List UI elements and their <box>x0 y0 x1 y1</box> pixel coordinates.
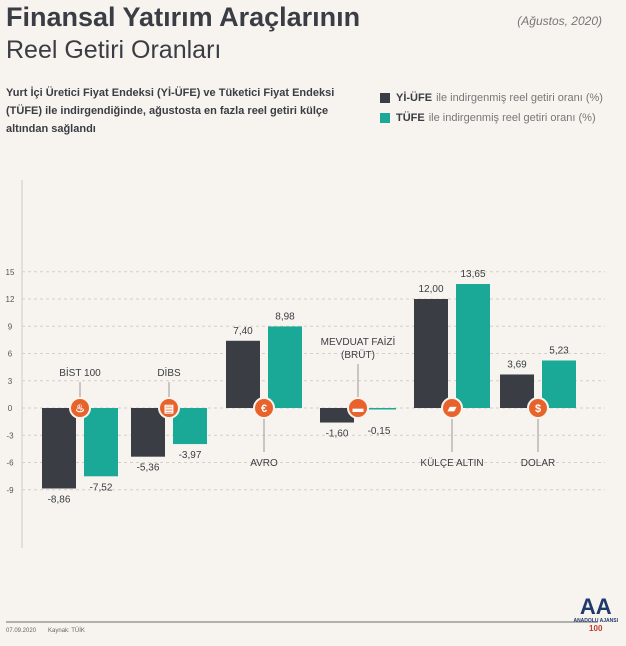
legend-label-bold: TÜFE <box>396 112 425 124</box>
bar <box>456 284 490 408</box>
legend-swatch <box>380 113 390 123</box>
y-tick-label: 12 <box>6 295 15 304</box>
legend-label: ile indirgenmiş reel getiri oranı (%) <box>428 112 596 124</box>
data-label: 5,23 <box>549 345 569 356</box>
data-label: 7,40 <box>233 326 253 337</box>
legend-label: ile indirgenmiş reel getiri oranı (%) <box>436 92 603 104</box>
data-label: 13,65 <box>460 269 485 280</box>
footer-date: 07.09.2020 <box>6 628 37 634</box>
y-tick-label: 0 <box>8 404 13 413</box>
category-label: DOLAR <box>521 458 555 469</box>
data-label: 12,00 <box>418 284 443 295</box>
bar <box>268 326 302 408</box>
money-icon-glyph: ▬ <box>353 403 364 415</box>
euro-icon-glyph: € <box>261 403 267 415</box>
gold-bars-icon <box>441 397 463 419</box>
data-label: -0,15 <box>368 426 391 437</box>
document-icon <box>158 397 180 419</box>
y-tick-label: 6 <box>8 350 13 359</box>
y-tick-label: -3 <box>6 431 14 440</box>
bar <box>542 360 576 408</box>
y-tick-label: 15 <box>6 268 15 277</box>
category-label: DİBS <box>157 366 181 379</box>
euro-icon <box>253 397 275 419</box>
subtitle: Reel Getiri Oranları <box>6 36 222 64</box>
fire-icon-glyph: ♨ <box>75 403 85 415</box>
category-label: AVRO <box>250 458 278 469</box>
data-label: -3,97 <box>179 450 202 461</box>
footer-source: Kaynak: TÜİK <box>48 628 85 634</box>
bar <box>173 408 207 445</box>
bar <box>131 408 165 457</box>
legend-item-tufe: TÜFE ile indirgenmiş reel getiri oranı (%… <box>380 112 596 124</box>
y-tick-label: -9 <box>6 486 14 495</box>
bar <box>320 408 354 423</box>
data-label: -7,52 <box>90 482 113 493</box>
title: Finansal Yatırım Araçlarının <box>6 2 361 32</box>
category-label: (BRÜT) <box>341 349 375 361</box>
document-icon-glyph: ▤ <box>164 403 174 415</box>
data-label: 8,98 <box>275 311 295 322</box>
bar <box>414 299 448 408</box>
description: Yurt İçi Üretici Fiyat Endeksi (Yİ-ÜFE) … <box>6 87 335 135</box>
data-label: 3,69 <box>507 359 527 370</box>
dollar-icon-glyph: $ <box>535 403 541 415</box>
data-label: -8,86 <box>48 494 71 505</box>
bar <box>226 340 260 408</box>
data-label: -1,60 <box>326 429 349 440</box>
bar <box>84 408 118 477</box>
y-tick-label: 9 <box>8 322 13 331</box>
footer: 07.09.2020 Kaynak: TÜİK <box>6 628 85 634</box>
y-tick-label: -6 <box>6 459 14 468</box>
legend-swatch <box>380 93 390 103</box>
bar <box>362 408 396 410</box>
category-label: BİST 100 <box>59 366 101 379</box>
bar <box>42 408 76 489</box>
date-label: (Ağustos, 2020) <box>517 14 602 28</box>
data-label: -5,36 <box>137 463 160 474</box>
money-icon <box>347 397 369 419</box>
gold-bars-icon-glyph: ▰ <box>447 403 457 415</box>
category-label: MEVDUAT FAİZİ <box>321 335 396 348</box>
y-tick-label: 3 <box>8 377 13 386</box>
dollar-icon <box>527 397 549 419</box>
legend-label-bold: Yİ-ÜFE <box>396 92 433 104</box>
bar <box>500 374 534 408</box>
aa-logo: AA ANADOLU AJANSI 100 <box>573 594 618 634</box>
legend-item-yiufe: Yİ-ÜFE ile indirgenmiş reel getiri oranı … <box>380 92 603 104</box>
category-label: KÜLÇE ALTIN <box>420 457 483 469</box>
fire-icon <box>69 397 91 419</box>
